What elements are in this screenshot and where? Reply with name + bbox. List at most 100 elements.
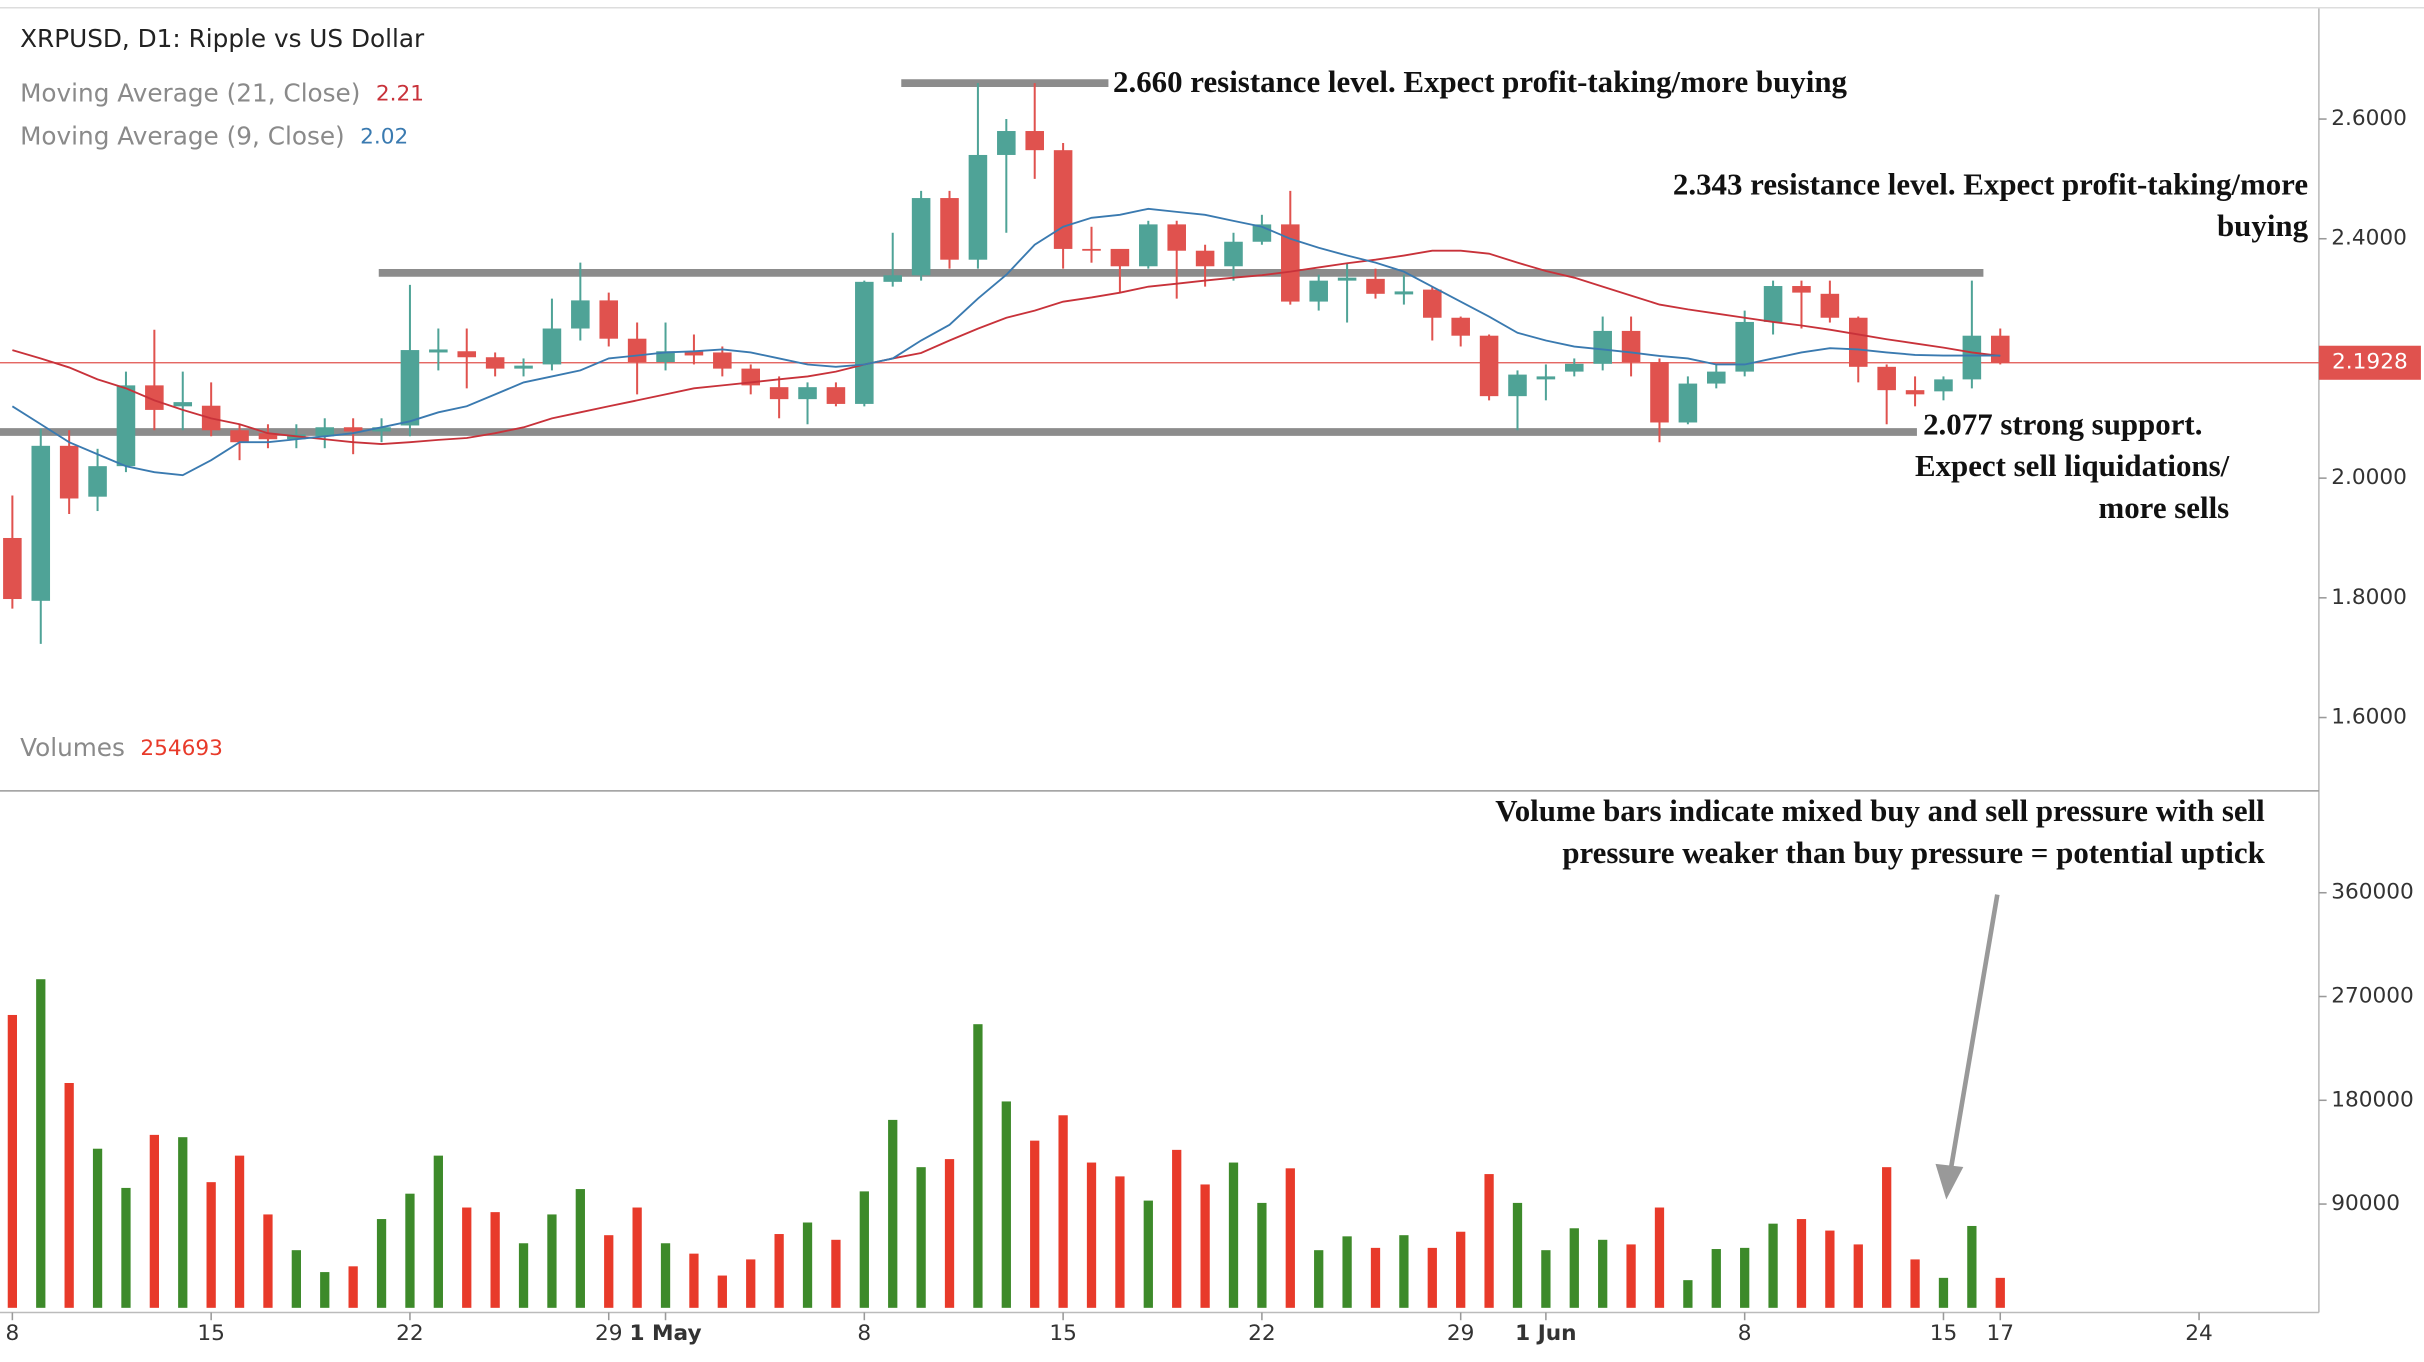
legend-value: 2.21 xyxy=(376,81,424,106)
moving-average-line xyxy=(12,249,2001,445)
candle-body xyxy=(542,328,562,365)
volume-bar xyxy=(149,1134,159,1308)
volume-bar xyxy=(1882,1167,1892,1308)
candle-body xyxy=(1025,131,1044,151)
volume-bar xyxy=(490,1212,500,1308)
annotation: buying xyxy=(2217,208,2309,243)
volume-bar xyxy=(348,1266,358,1308)
candle-body xyxy=(1053,150,1073,249)
candle-body xyxy=(1082,248,1101,251)
x-tick-label: 22 xyxy=(396,1321,424,1346)
volume-bar xyxy=(802,1222,813,1308)
candle-body xyxy=(1423,289,1442,318)
volume-bar xyxy=(1938,1277,1949,1308)
volume-bar xyxy=(1740,1247,1750,1308)
candle-body xyxy=(1224,241,1243,267)
volume-bar xyxy=(1086,1162,1097,1308)
volume-bar xyxy=(405,1193,415,1308)
volume-tick-label: 180000 xyxy=(2331,1087,2414,1112)
candle-body xyxy=(684,351,704,356)
candle-body xyxy=(88,466,107,497)
candle-body xyxy=(145,385,164,410)
volume-bar xyxy=(1172,1149,1182,1308)
y-tick-label: 1.8000 xyxy=(2331,585,2407,610)
candle-body xyxy=(1848,317,1868,367)
candle-body xyxy=(1195,250,1215,267)
volume-bar xyxy=(1598,1239,1608,1308)
candle-body xyxy=(855,281,874,404)
candle-body xyxy=(968,154,988,260)
volume-bar xyxy=(1342,1236,1352,1308)
candle-body xyxy=(627,338,647,363)
volume-bar xyxy=(1058,1115,1068,1308)
volume-bar xyxy=(1314,1250,1324,1308)
x-tick-label: 15 xyxy=(197,1321,225,1346)
x-tick-label: 24 xyxy=(2185,1321,2213,1346)
candle-body xyxy=(343,427,363,432)
annotation: 2.077 strong support. xyxy=(1923,406,2202,441)
volume-bar xyxy=(234,1155,245,1308)
candle-body xyxy=(258,433,278,440)
candle-body xyxy=(1650,362,1669,423)
candle-body xyxy=(1678,383,1698,423)
candle-body xyxy=(713,352,732,369)
volume-bar xyxy=(1512,1202,1523,1308)
volume-bar xyxy=(433,1155,443,1308)
volume-note: pressure weaker than buy pressure = pote… xyxy=(1562,835,2265,870)
volume-bar xyxy=(774,1234,784,1308)
candle-body xyxy=(457,351,477,358)
volume-bar xyxy=(916,1167,926,1308)
volume-bar xyxy=(689,1253,699,1308)
x-tick-label: 15 xyxy=(1930,1321,1958,1346)
x-tick-label: 29 xyxy=(1447,1321,1475,1346)
volume-bar xyxy=(291,1250,301,1308)
volume-bar xyxy=(1683,1280,1693,1308)
candle-body xyxy=(1139,224,1158,267)
volume-bar xyxy=(206,1182,216,1308)
y-tick-label: 2.4000 xyxy=(2331,226,2407,251)
candle-body xyxy=(1877,366,1896,391)
volume-tick-label: 270000 xyxy=(2331,984,2414,1009)
volume-bar xyxy=(859,1191,869,1308)
volume-bar xyxy=(547,1214,557,1308)
candle-body xyxy=(911,198,931,276)
candle-body xyxy=(1621,330,1641,363)
volume-bar xyxy=(518,1243,529,1308)
x-tick-label: 8 xyxy=(857,1321,871,1346)
volume-bar xyxy=(36,979,46,1308)
volume-bar xyxy=(575,1189,585,1308)
candle-body xyxy=(883,275,902,282)
volume-bar xyxy=(1541,1250,1551,1308)
candle-body xyxy=(1309,280,1328,302)
candle-body xyxy=(514,365,533,369)
candle-body xyxy=(230,430,249,443)
arrow-head xyxy=(1935,1163,1964,1200)
candle-body xyxy=(59,445,79,499)
x-tick-label: 8 xyxy=(1738,1321,1752,1346)
candle-body xyxy=(1990,335,2010,363)
volume-bar xyxy=(7,1014,18,1308)
volume-bar xyxy=(1796,1219,1807,1308)
volume-bar xyxy=(717,1275,727,1308)
volume-bar xyxy=(376,1219,387,1308)
last-price-label: 2.1928 xyxy=(2332,350,2408,375)
volume-bar xyxy=(320,1272,330,1308)
volume-bar xyxy=(944,1159,955,1308)
volume-bar xyxy=(121,1187,131,1308)
candle-body xyxy=(1905,390,1925,395)
y-tick-label: 2.6000 xyxy=(2331,106,2407,131)
x-tick-label: 22 xyxy=(1248,1321,1276,1346)
candle-body xyxy=(1451,317,1470,336)
arrow xyxy=(1935,894,2000,1200)
annotation: 2.660 resistance level. Expect profit-ta… xyxy=(1113,64,1847,99)
volume-bar xyxy=(1825,1230,1835,1308)
candle-body xyxy=(372,427,391,432)
candle-body xyxy=(997,131,1016,155)
volume-bar xyxy=(1399,1235,1409,1308)
candle-body xyxy=(1394,291,1414,295)
candle-body xyxy=(116,385,136,467)
chart-title: XRPUSD, D1: Ripple vs US Dollar xyxy=(20,24,425,53)
volume-bar xyxy=(604,1235,614,1308)
candle-body xyxy=(798,387,817,400)
